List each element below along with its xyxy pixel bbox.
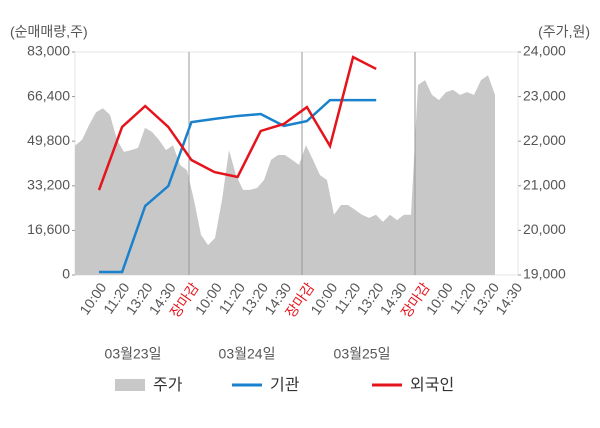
y-tick-label: 0 [62,266,70,282]
y2-tick-label: 21,000 [523,177,566,193]
series-line [99,98,377,274]
y2-tick-label: 23,000 [523,87,566,103]
y2-tick-label: 22,000 [523,132,566,148]
y2-tick-label: 19,000 [523,266,566,282]
series-line [97,55,377,191]
legend-label: 기관 [270,376,300,394]
legend-swatch [115,379,145,391]
y-tick-label: 83,000 [27,43,70,59]
date-label: 03월24일 [219,346,276,362]
legend-label: 외국인 [410,376,454,394]
price-area [75,75,495,275]
y-axis-label: (순매매량,주) [10,24,88,40]
y-tick-label: 66,400 [27,87,70,103]
date-label: 03월25일 [334,346,391,362]
y2-axis-label: (주가,원) [538,24,590,40]
y2-tick-label: 24,000 [523,43,566,59]
y-tick-label: 49,800 [27,132,70,148]
y2-tick-label: 20,000 [523,221,566,237]
y-tick-label: 33,200 [27,177,70,193]
day-separators [188,52,416,275]
legend-label: 주가 [153,376,183,394]
x-tick-label: 14:30 [492,280,525,318]
date-label: 03월23일 [105,346,162,362]
y-tick-label: 16,600 [27,221,70,237]
